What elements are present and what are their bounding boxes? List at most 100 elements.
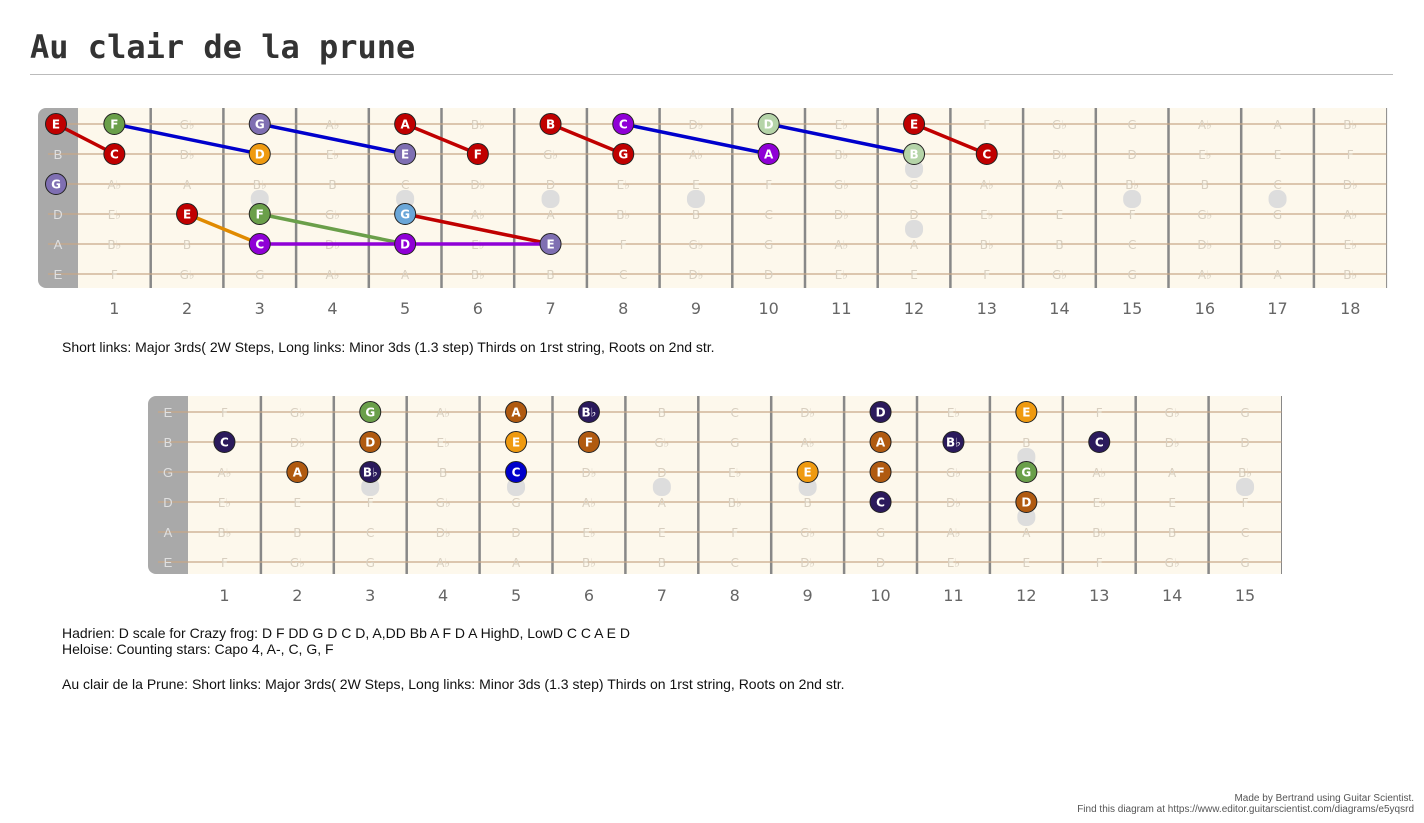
ghost-note: G	[1127, 268, 1136, 282]
ghost-note: A♭	[834, 238, 848, 252]
note-dot	[869, 461, 892, 483]
fret-number: 6	[584, 586, 594, 605]
ghost-note: E♭	[1198, 148, 1211, 162]
ghost-note: E♭	[728, 466, 741, 480]
ghost-note: B♭	[582, 556, 596, 570]
ghost-note: G♭	[1052, 268, 1067, 282]
note-label: G	[255, 118, 265, 132]
note-marker: A	[286, 461, 309, 483]
ghost-note: G	[511, 496, 520, 510]
fret-number: 1	[109, 299, 119, 318]
fret-number: 18	[1340, 299, 1360, 318]
fret-number: 9	[691, 299, 701, 318]
fret-number: 13	[1089, 586, 1109, 605]
note-dot	[505, 461, 528, 483]
open-string-label: B	[54, 147, 63, 162]
ghost-note: D♭	[180, 148, 195, 162]
ghost-note: B	[1201, 178, 1209, 192]
fret-number: 5	[400, 299, 410, 318]
note-dot	[942, 431, 965, 453]
fretboard-2: EBGDAEFG♭GA♭AB♭BCD♭DE♭EFG♭GCD♭DE♭EFG♭GA♭…	[148, 396, 1282, 605]
note-dot	[1088, 431, 1111, 453]
open-string-label: D	[163, 495, 172, 510]
ghost-note: B♭	[834, 148, 848, 162]
ghost-note: E♭	[835, 118, 848, 132]
note-dot	[869, 401, 892, 423]
fret-inlay	[250, 190, 269, 208]
ghost-note: E♭	[835, 268, 848, 282]
note-dot	[612, 143, 635, 165]
fret-number: 7	[657, 586, 667, 605]
note-label: A	[511, 406, 521, 420]
note-marker: A	[757, 143, 780, 165]
note-dot	[869, 431, 892, 453]
fretboard-2-caption-line-3: Au clair de la Prune: Short links: Major…	[62, 676, 845, 692]
note-dot	[539, 233, 562, 255]
ghost-note: A	[401, 268, 410, 282]
nut-edge	[168, 396, 188, 574]
note-dot	[757, 143, 780, 165]
ghost-note: G♭	[688, 238, 703, 252]
note-marker: G	[359, 401, 382, 423]
ghost-note: F	[111, 268, 118, 282]
note-marker: B♭	[577, 401, 600, 423]
ghost-note: B	[439, 466, 447, 480]
note-marker: C	[869, 491, 892, 513]
title-divider	[30, 74, 1393, 75]
note-label: E	[804, 466, 812, 480]
ghost-note: A	[512, 556, 521, 570]
ghost-note: G	[1127, 118, 1136, 132]
note-label: F	[474, 148, 482, 162]
ghost-note: A	[1273, 268, 1282, 282]
fret-inlay	[798, 478, 817, 496]
note-dot	[903, 143, 926, 165]
fret-number: 10	[870, 586, 890, 605]
note-marker: A	[869, 431, 892, 453]
ghost-note: F	[221, 406, 228, 420]
open-string-label: A	[164, 525, 173, 540]
ghost-note: G	[876, 526, 885, 540]
fret-number: 10	[758, 299, 778, 318]
fret-inlay	[396, 190, 415, 208]
fret-number: 3	[255, 299, 265, 318]
note-dot	[1015, 491, 1038, 513]
note-label: G	[618, 148, 628, 162]
ghost-note: D	[657, 466, 666, 480]
ghost-note: D	[1128, 148, 1137, 162]
ghost-note: G♭	[654, 436, 669, 450]
ghost-note: D	[764, 268, 773, 282]
ghost-note: F	[983, 268, 990, 282]
fret-number: 12	[1016, 586, 1036, 605]
note-marker: E	[505, 431, 528, 453]
ghost-note: B	[1055, 238, 1063, 252]
fret-number: 11	[943, 586, 963, 605]
note-label: A	[876, 436, 886, 450]
open-string-label: A	[54, 237, 63, 252]
note-dot	[45, 173, 67, 195]
ghost-note: D	[546, 178, 555, 192]
ghost-note: A♭	[107, 178, 121, 192]
open-string-label: E	[164, 555, 173, 570]
ghost-note: E	[294, 496, 302, 510]
open-string-label: G	[163, 465, 173, 480]
interval-link	[912, 122, 989, 156]
note-marker: C	[103, 143, 126, 165]
note-label: D	[365, 436, 375, 450]
note-marker: C	[505, 461, 528, 483]
ghost-note: E	[1056, 208, 1064, 222]
note-label: D	[400, 238, 410, 252]
note-label: B	[546, 118, 555, 132]
ghost-note: D♭	[581, 466, 596, 480]
note-marker: C	[213, 431, 236, 453]
ghost-note: B♭	[107, 238, 121, 252]
note-marker: D	[757, 113, 780, 135]
ghost-note: D♭	[290, 436, 305, 450]
note-marker: F	[103, 113, 126, 135]
note-dot	[248, 113, 271, 135]
fret-number: 15	[1235, 586, 1255, 605]
ghost-note: B	[183, 238, 191, 252]
ghost-note: D♭	[946, 496, 961, 510]
fret-inlay	[686, 190, 705, 208]
ghost-note: B♭	[217, 526, 231, 540]
note-dot	[869, 491, 892, 513]
